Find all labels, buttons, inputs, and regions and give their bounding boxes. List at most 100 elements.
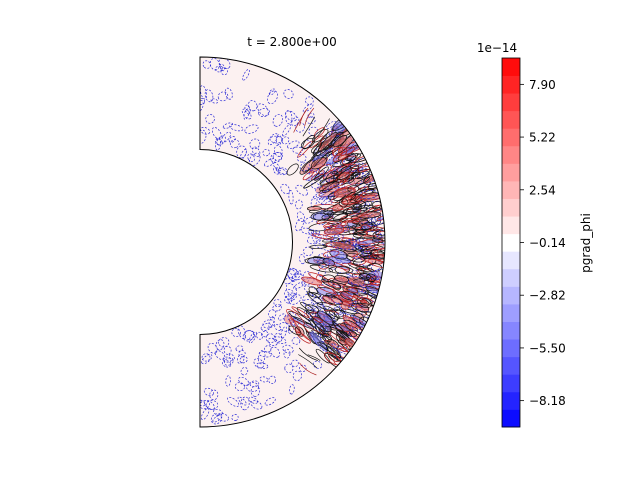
contour [237,396,247,406]
contour [202,60,211,69]
contour [269,135,283,144]
contour [291,337,301,345]
contour [302,293,314,306]
contour [296,211,305,222]
contour [322,258,335,267]
colorbar: 7.90 5.22 2.54 −0.14 −2.82 −5.50 −8.18 1e−14 p… [477,41,593,428]
colorbar-band [502,198,520,217]
contour [216,413,229,422]
contour [312,297,323,308]
contour [249,138,261,150]
contour [347,304,360,313]
contour [252,146,261,157]
contour [229,124,244,132]
contour [258,351,272,358]
contour [350,171,361,177]
contour-streak [314,118,330,140]
contour [374,230,385,236]
contour [325,171,339,183]
contour [247,153,255,163]
contour [355,177,371,186]
contour [287,140,300,149]
shell-plot [199,56,386,428]
colorbar-band [502,75,520,94]
colorbar-tick-label: −8.18 [529,394,566,408]
contour [328,266,354,274]
contour [262,319,276,329]
contour [356,211,382,219]
contour [317,341,340,355]
contour [305,304,320,314]
contour [297,140,313,158]
contour [264,397,276,406]
contour [325,121,337,129]
colorbar-offset-text: 1e−14 [477,41,517,55]
contour [353,256,377,267]
contour [264,158,276,167]
contour [305,96,314,105]
contour [293,281,306,290]
contour [248,396,258,404]
contour-streak [352,252,361,258]
contour [273,299,282,308]
contour [222,356,232,363]
contour [247,100,258,112]
contour-streak [323,200,344,211]
contour [219,63,226,72]
contour-streak [352,293,369,296]
contour [299,364,307,373]
contour [244,329,255,341]
contour [203,399,215,410]
contour-streak [331,218,349,226]
contour-streak [344,165,356,177]
colorbar-band [502,181,520,199]
contour-streak [334,194,347,204]
contour [201,408,210,421]
contour [353,233,375,239]
contour [224,87,233,100]
contour [323,227,345,236]
contour [311,233,334,240]
contour [285,110,293,125]
contour [212,414,223,423]
contour-streak [338,302,363,308]
contour [249,380,260,388]
contour [250,400,263,410]
contour [310,210,335,221]
contour [220,67,228,76]
contour [268,309,277,319]
contour [228,136,236,143]
contour [302,135,315,150]
contour [286,163,299,176]
contour [313,360,323,369]
contour [262,148,270,157]
contour [358,201,373,209]
contour [265,333,276,344]
contour [231,414,239,421]
colorbar-tick-label: −2.82 [529,289,566,303]
contour-streak [305,323,330,337]
contour [348,263,367,272]
contour [321,278,341,289]
colorbar-band [502,163,520,182]
contour [325,154,339,166]
contour [348,329,365,341]
contour [306,206,322,211]
contour [240,396,250,411]
contour [370,217,382,226]
contour-streak [319,137,325,148]
contour [292,146,303,154]
contour [268,88,276,96]
contour-streak [341,174,357,186]
contour [291,270,302,283]
contour [257,103,269,116]
contour [333,135,347,148]
contour-streak [352,227,371,235]
contour [358,190,379,199]
contour [210,413,222,425]
colorbar-bands [502,58,520,428]
contour [277,313,286,321]
contour [299,162,311,172]
contour [263,345,272,353]
contour [347,288,358,296]
